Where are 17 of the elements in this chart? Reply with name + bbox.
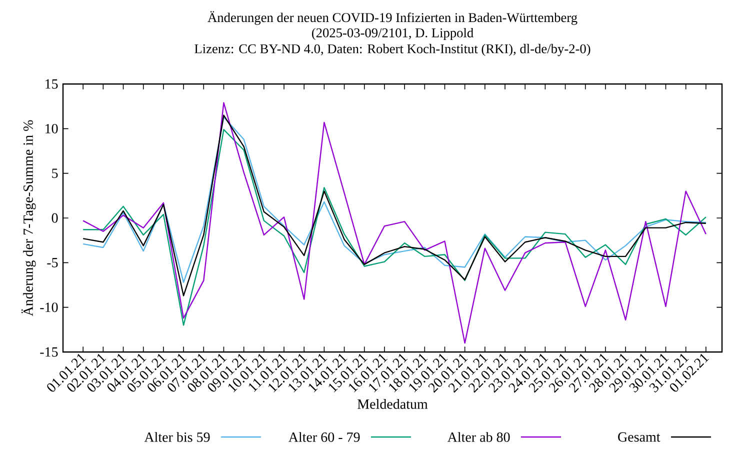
legend-label: Alter bis 59 bbox=[144, 432, 210, 442]
y-tick-label: -10 bbox=[40, 302, 58, 312]
text: Lizenz: CC BY-ND 4.0, Daten: Robert Koch-Institut (RKI), dl-de/by-2-0) bbox=[194, 44, 590, 56]
line-series bbox=[82, 128, 707, 326]
legend-label: Alter ab 80 bbox=[447, 432, 510, 442]
chart-title: Änderungen der neuen COVID-19 Infizierten in Baden-Württemberg bbox=[208, 11, 578, 25]
legend-label: Alter 60 - 79 bbox=[288, 432, 360, 442]
y-tick-label: -5 bbox=[47, 258, 58, 268]
legend-label: Gesamt bbox=[618, 432, 660, 442]
y-tick-label: 5 bbox=[52, 168, 58, 178]
y-tick-label: 10 bbox=[46, 124, 58, 134]
y-tick-label: 0 bbox=[52, 213, 58, 223]
y-axis-title: Änderung der 7-Tage-Summe in % bbox=[21, 120, 36, 316]
line-series bbox=[82, 102, 707, 344]
x-axis-title: Meldedatum bbox=[358, 399, 428, 409]
chart-subtitle: (2025-03-09/2101, D. Lippold bbox=[312, 28, 474, 40]
y-tick-label: 15 bbox=[46, 79, 58, 89]
